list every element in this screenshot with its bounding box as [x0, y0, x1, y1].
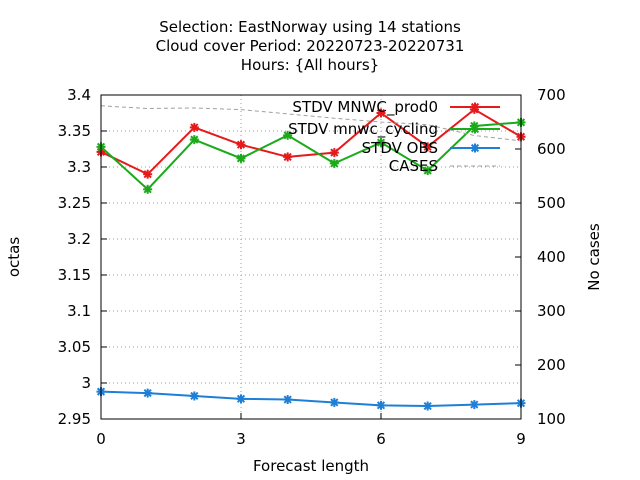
- data-point: [329, 158, 339, 168]
- data-point: [189, 122, 199, 132]
- data-point: [236, 394, 246, 404]
- data-point: [283, 152, 293, 162]
- y2-tick-label: 400: [537, 248, 566, 266]
- data-point: [423, 142, 433, 152]
- plot-frame: [100, 94, 522, 420]
- legend-item: CASES: [389, 157, 500, 175]
- y-tick-label: 3.05: [58, 338, 91, 356]
- data-point: [143, 184, 153, 194]
- y2-tick-label: 100: [537, 410, 566, 428]
- legend-item: STDV MNWC_prod0: [292, 98, 500, 117]
- legend-marker: [470, 124, 480, 134]
- legend-marker: [470, 143, 480, 153]
- y-tick-label: 3.4: [67, 86, 91, 104]
- series-line: [100, 390, 522, 408]
- y-tick-label: 3.3: [67, 158, 91, 176]
- data-point: [189, 135, 199, 145]
- series-cases: [100, 105, 522, 142]
- y2-tick-label: 300: [537, 302, 566, 320]
- legend-label: STDV MNWC_prod0: [292, 98, 438, 117]
- x-tick-label: 6: [376, 430, 386, 448]
- data-point: [329, 397, 339, 407]
- legend-marker: [470, 102, 480, 112]
- data-point: [376, 400, 386, 410]
- data-point: [376, 138, 386, 148]
- y2-tick-label: 500: [537, 194, 566, 212]
- y-axis-label: octas: [5, 237, 23, 277]
- data-point: [423, 166, 433, 176]
- x-tick-label: 0: [96, 430, 106, 448]
- data-point: [283, 130, 293, 140]
- y2-tick-label: 600: [537, 140, 566, 158]
- data-point: [189, 391, 199, 401]
- y-tick-label: 3.2: [67, 230, 91, 248]
- series-line: [100, 105, 522, 142]
- grid-lines: [101, 95, 521, 419]
- legend-label: STDV mnwc_cycling: [288, 120, 438, 139]
- y-tick-label: 3.25: [58, 194, 91, 212]
- data-point: [236, 140, 246, 150]
- series-stdv-obs: [96, 387, 526, 411]
- x-tick-label: 3: [236, 430, 246, 448]
- data-point: [143, 169, 153, 179]
- plot-series: [96, 104, 526, 411]
- data-point: [143, 388, 153, 398]
- y2-tick-label: 200: [537, 356, 566, 374]
- legend-label: CASES: [389, 157, 438, 175]
- y2-axis-label: No cases: [585, 223, 603, 291]
- y-tick-label: 3.15: [58, 266, 91, 284]
- data-point: [283, 395, 293, 405]
- y-tick-label: 3.1: [67, 302, 91, 320]
- x-tick-label: 9: [516, 430, 526, 448]
- chart-title-line-3: Hours: {All hours}: [241, 56, 379, 74]
- y2-tick-label: 700: [537, 86, 566, 104]
- data-point: [329, 148, 339, 158]
- data-point: [469, 400, 479, 410]
- chart-title-line-2: Cloud cover Period: 20220723-20220731: [156, 37, 465, 55]
- y-tick-label: 3.35: [58, 122, 91, 140]
- data-point: [423, 401, 433, 411]
- x-axis-label: Forecast length: [253, 457, 369, 475]
- legend-item: STDV OBS: [362, 139, 500, 157]
- chart-title-line-1: Selection: EastNorway using 14 stations: [159, 18, 461, 36]
- y-tick-label: 3: [81, 374, 91, 392]
- axis-ticks: 2.95 3 3.05 3.1 3.15 3.2 3.25 3.3 3.35 3.4 100 200 3…: [58, 86, 566, 448]
- chart-title: Selection: EastNorway using 14 stations …: [156, 18, 465, 74]
- data-point: [236, 153, 246, 163]
- data-point: [376, 108, 386, 118]
- legend-item: STDV mnwc_cycling: [288, 120, 500, 139]
- legend-label: STDV OBS: [362, 139, 438, 157]
- y-tick-label: 2.95: [58, 410, 91, 428]
